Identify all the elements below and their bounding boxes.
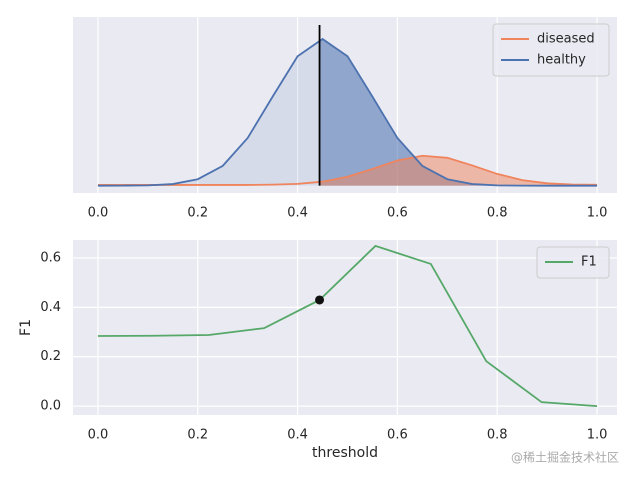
legend-box [492, 23, 610, 77]
x-tick-label: 0.4 [287, 206, 308, 221]
plot-area [73, 240, 617, 415]
x-tick-label: 1.0 [587, 428, 608, 443]
density-line [97, 154, 598, 186]
area-fill [319, 39, 598, 186]
y-tick-label: 0.6 [40, 251, 61, 266]
x-tick-label: 0.2 [187, 206, 208, 221]
line [97, 244, 598, 408]
x-tick-label: 0.6 [387, 428, 408, 443]
legend-label: healthy [537, 53, 586, 68]
area-fill [319, 155, 598, 186]
x-axis-label: threshold [312, 445, 378, 461]
x-tick-label: 0.0 [88, 206, 109, 221]
x-tick-label: 0.4 [287, 428, 308, 443]
legend-label: F1 [581, 255, 597, 270]
y-tick-label: 0.0 [40, 399, 61, 414]
legend-label: diseased [537, 32, 595, 47]
x-tick-label: 0.0 [88, 428, 109, 443]
marker-point [315, 295, 325, 305]
x-tick-label: 1.0 [587, 206, 608, 221]
x-tick-label: 0.8 [487, 428, 508, 443]
watermark: @稀土掘金技术社区 [511, 450, 619, 465]
x-tick-label: 0.2 [187, 428, 208, 443]
y-tick-label: 0.2 [40, 349, 61, 364]
y-tick-label: 0.4 [40, 300, 61, 315]
x-tick-label: 0.6 [387, 206, 408, 221]
x-tick-label: 0.8 [487, 206, 508, 221]
y-axis-label: F1 [18, 319, 34, 336]
density-line [97, 37, 598, 187]
